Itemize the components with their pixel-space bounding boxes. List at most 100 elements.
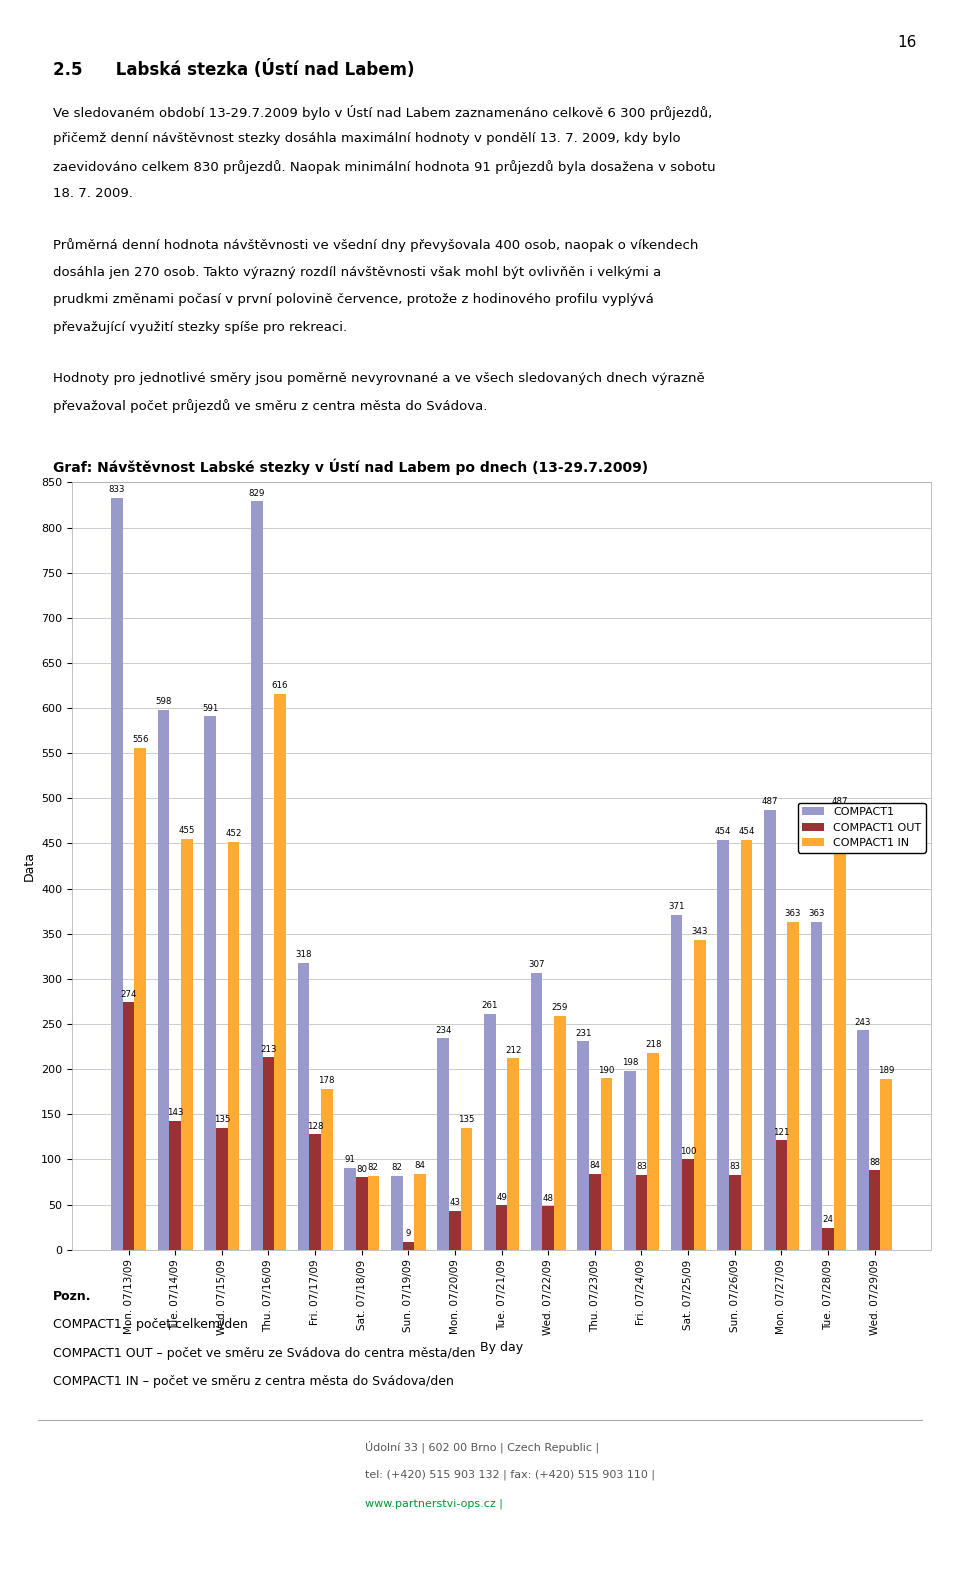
Bar <box>577 1041 589 1250</box>
Text: 48: 48 <box>542 1194 554 1204</box>
Bar <box>740 841 753 1250</box>
Text: 135: 135 <box>213 1116 230 1124</box>
Text: 83: 83 <box>636 1162 647 1172</box>
Bar <box>822 1227 834 1250</box>
Text: 190: 190 <box>598 1065 614 1075</box>
Text: COMPACT1 – počet celkem/den: COMPACT1 – počet celkem/den <box>53 1318 248 1331</box>
Text: 49: 49 <box>496 1192 507 1202</box>
Text: 829: 829 <box>249 489 265 498</box>
Text: 80: 80 <box>356 1165 368 1173</box>
Text: 189: 189 <box>878 1067 895 1076</box>
Text: 307: 307 <box>528 960 545 970</box>
Bar <box>810 922 822 1250</box>
Text: 371: 371 <box>668 903 684 911</box>
Bar <box>589 1173 601 1250</box>
Bar <box>764 810 776 1250</box>
Text: 259: 259 <box>552 1003 568 1013</box>
Text: 178: 178 <box>319 1076 335 1086</box>
Text: 100: 100 <box>680 1146 696 1156</box>
Bar <box>508 1059 519 1250</box>
Text: zaevidováno celkem 830 průjezdů. Naopak minimální hodnota 91 průjezdů byla dosaž: zaevidováno celkem 830 průjezdů. Naopak … <box>53 159 715 174</box>
X-axis label: By day: By day <box>480 1340 523 1353</box>
Bar <box>181 839 193 1250</box>
Text: 83: 83 <box>730 1162 740 1172</box>
Bar <box>402 1242 414 1250</box>
Text: 243: 243 <box>854 1017 872 1027</box>
Bar <box>438 1038 449 1250</box>
Text: 143: 143 <box>167 1108 183 1118</box>
Text: Graf: Návštěvnost Labské stezky v Ústí nad Labem po dnech (13-29.7.2009): Graf: Návštěvnost Labské stezky v Ústí n… <box>53 458 648 474</box>
Text: dosáhla jen 270 osob. Takto výrazný rozdíl návštěvnosti však mohl být ovlivňěn i: dosáhla jen 270 osob. Takto výrazný rozd… <box>53 266 661 279</box>
Text: Průměrná denní hodnota návštěvnosti ve všední dny převyšovala 400 osob, naopak o: Průměrná denní hodnota návštěvnosti ve v… <box>53 239 698 253</box>
Text: 16: 16 <box>898 35 917 49</box>
Bar <box>251 501 263 1250</box>
Text: 212: 212 <box>505 1046 521 1055</box>
Bar <box>216 1127 228 1250</box>
Bar <box>531 973 542 1250</box>
Text: 363: 363 <box>785 909 802 919</box>
Bar <box>683 1159 694 1250</box>
Text: 9: 9 <box>406 1229 411 1239</box>
Text: 343: 343 <box>691 928 708 936</box>
Bar <box>391 1176 402 1250</box>
Text: 591: 591 <box>202 704 218 713</box>
Bar <box>414 1173 426 1250</box>
Text: 198: 198 <box>622 1059 638 1067</box>
Y-axis label: Data: Data <box>23 852 36 880</box>
Bar <box>484 1014 495 1250</box>
Text: COMPACT1 IN – počet ve směru z centra města do Svádova/den: COMPACT1 IN – počet ve směru z centra mě… <box>53 1375 454 1388</box>
Text: 274: 274 <box>120 990 136 998</box>
Text: 598: 598 <box>156 697 172 707</box>
Bar <box>717 841 729 1250</box>
Text: 218: 218 <box>645 1040 661 1049</box>
Bar <box>204 716 216 1250</box>
Bar <box>729 1175 740 1250</box>
Text: Údolní 33 | 602 00 Brno | Czech Republic |: Údolní 33 | 602 00 Brno | Czech Republic… <box>365 1441 599 1453</box>
Text: 487: 487 <box>831 798 848 807</box>
Bar <box>449 1212 461 1250</box>
Text: 556: 556 <box>132 736 149 743</box>
Text: Pozn.: Pozn. <box>53 1290 91 1302</box>
Text: tel: (+420) 515 903 132 | fax: (+420) 515 903 110 |: tel: (+420) 515 903 132 | fax: (+420) 51… <box>365 1469 655 1481</box>
Text: www.partnerstvi-ops.cz |: www.partnerstvi-ops.cz | <box>365 1498 503 1509</box>
Bar <box>636 1175 647 1250</box>
Text: 24: 24 <box>823 1215 833 1224</box>
Text: 833: 833 <box>108 486 125 494</box>
Bar <box>157 710 169 1250</box>
Text: Ve sledovaném období 13-29.7.2009 bylo v Ústí nad Labem zaznamenáno celkově 6 30: Ve sledovaném období 13-29.7.2009 bylo v… <box>53 105 712 119</box>
Bar <box>228 842 239 1250</box>
Text: 261: 261 <box>482 1001 498 1011</box>
Bar <box>298 963 309 1250</box>
Bar <box>671 915 683 1250</box>
Bar <box>694 939 706 1250</box>
Bar <box>542 1207 554 1250</box>
Bar <box>134 748 146 1250</box>
Bar <box>880 1079 892 1250</box>
Text: 91: 91 <box>345 1154 355 1164</box>
Text: prudkmi změnami počasí v první polovině července, protože z hodinového profilu v: prudkmi změnami počasí v první polovině … <box>53 293 654 306</box>
Bar <box>263 1057 275 1250</box>
Text: 231: 231 <box>575 1028 591 1038</box>
Text: 18. 7. 2009.: 18. 7. 2009. <box>53 188 132 201</box>
Text: 213: 213 <box>260 1044 276 1054</box>
Bar <box>461 1127 472 1250</box>
Text: 128: 128 <box>307 1121 324 1130</box>
Bar <box>554 1016 565 1250</box>
Bar <box>321 1089 332 1250</box>
Text: Hodnoty pro jednotlivé směry jsou poměrně nevyrovnané a ve všech sledovaných dne: Hodnoty pro jednotlivé směry jsou poměrn… <box>53 373 705 385</box>
Text: 616: 616 <box>272 681 288 689</box>
Text: 452: 452 <box>226 829 242 837</box>
Bar <box>857 1030 869 1250</box>
Text: COMPACT1 OUT – počet ve směru ze Svádova do centra města/den: COMPACT1 OUT – počet ve směru ze Svádova… <box>53 1347 475 1360</box>
Bar <box>647 1052 659 1250</box>
Bar <box>275 694 286 1250</box>
Text: 2.5  Labská stezka (Ústí nad Labem): 2.5 Labská stezka (Ústí nad Labem) <box>53 60 415 80</box>
Bar <box>356 1178 368 1250</box>
Text: 84: 84 <box>589 1161 600 1170</box>
Text: 487: 487 <box>761 798 778 807</box>
Text: 84: 84 <box>415 1161 425 1170</box>
Bar <box>169 1121 181 1250</box>
Bar <box>787 922 799 1250</box>
Bar <box>869 1170 880 1250</box>
Text: převažující využití stezky spíše pro rekreaci.: převažující využití stezky spíše pro rek… <box>53 320 347 334</box>
